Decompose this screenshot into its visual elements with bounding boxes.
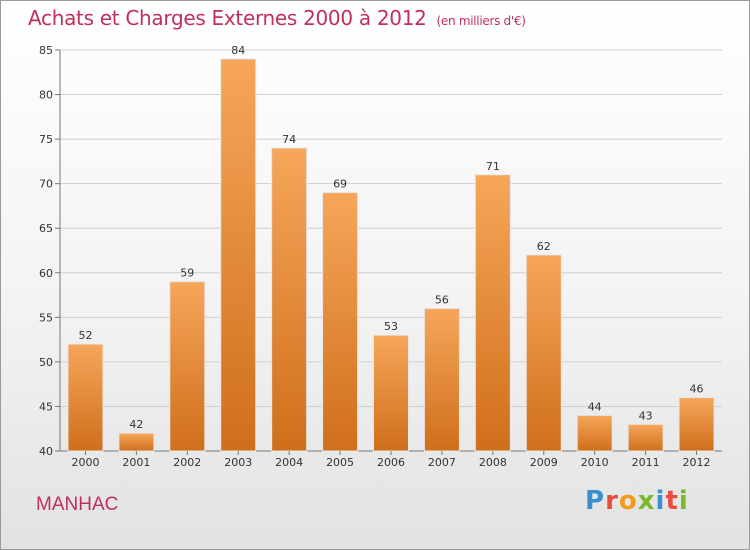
x-tick-label: 2002 — [173, 456, 201, 469]
bar-value-label: 71 — [486, 160, 500, 173]
logo-letter: P — [585, 486, 606, 516]
chart-title-unit: (en milliers d'€) — [436, 14, 526, 28]
logo-letter: o — [618, 486, 638, 516]
x-tick-label: 2008 — [479, 456, 507, 469]
bar — [678, 397, 715, 452]
x-tick-label: 2009 — [530, 456, 558, 469]
x-tick-label: 2005 — [326, 456, 354, 469]
x-tick-label: 2001 — [122, 456, 150, 469]
commune-name: MANHAC — [36, 494, 119, 515]
y-tick-label: 65 — [39, 222, 53, 235]
x-tick-label: 2004 — [275, 456, 303, 469]
x-tick-label: 2012 — [683, 456, 711, 469]
y-tick-label: 75 — [39, 133, 53, 146]
y-tick-label: 50 — [39, 356, 53, 369]
chart-title-main: Achats et Charges Externes 2000 à 2012 — [28, 6, 427, 30]
x-tick-label: 2007 — [428, 456, 456, 469]
y-tick-label: 85 — [39, 44, 53, 57]
bar — [271, 147, 308, 452]
logo-letter: x — [637, 486, 656, 516]
x-tick-label: 2003 — [224, 456, 252, 469]
bar-value-label: 62 — [537, 240, 551, 253]
proxiti-logo[interactable]: Proxiti — [585, 486, 689, 516]
logo-letter: i — [678, 486, 689, 516]
y-tick-label: 60 — [39, 267, 53, 280]
bar — [220, 58, 257, 452]
bar-value-label: 69 — [333, 178, 347, 191]
x-tick-label: 2010 — [581, 456, 609, 469]
bar-value-label: 84 — [231, 44, 245, 57]
bar — [322, 192, 359, 452]
y-tick-label: 80 — [39, 89, 53, 102]
bar-value-label: 46 — [690, 383, 704, 396]
bar — [373, 334, 409, 452]
bar — [525, 254, 562, 452]
logo-letter: r — [605, 486, 619, 516]
bar — [627, 423, 664, 452]
bar — [67, 343, 104, 452]
bar — [474, 174, 511, 452]
bar-value-label: 43 — [639, 409, 653, 422]
bar — [576, 414, 613, 452]
y-tick-label: 55 — [39, 311, 53, 324]
y-tick-label: 45 — [39, 400, 53, 413]
x-tick-label: 2000 — [71, 456, 99, 469]
y-tick-label: 40 — [39, 445, 53, 458]
bar — [423, 307, 460, 452]
bar-value-label: 74 — [282, 133, 296, 146]
bar-value-label: 42 — [129, 418, 143, 431]
x-tick-label: 2011 — [632, 456, 660, 469]
bar-value-label: 52 — [78, 329, 92, 342]
bar-value-label: 56 — [435, 293, 449, 306]
bar-value-label: 53 — [384, 320, 398, 333]
logo-letter: i — [655, 486, 666, 516]
bar — [118, 432, 155, 452]
bar-value-label: 44 — [588, 400, 602, 413]
bar — [169, 281, 206, 452]
chart-title: Achats et Charges Externes 2000 à 2012 (e… — [28, 6, 526, 30]
x-tick-label: 2006 — [377, 456, 405, 469]
y-tick-label: 70 — [39, 178, 53, 191]
bar-value-label: 59 — [180, 267, 194, 280]
logo-letter: t — [665, 486, 679, 516]
